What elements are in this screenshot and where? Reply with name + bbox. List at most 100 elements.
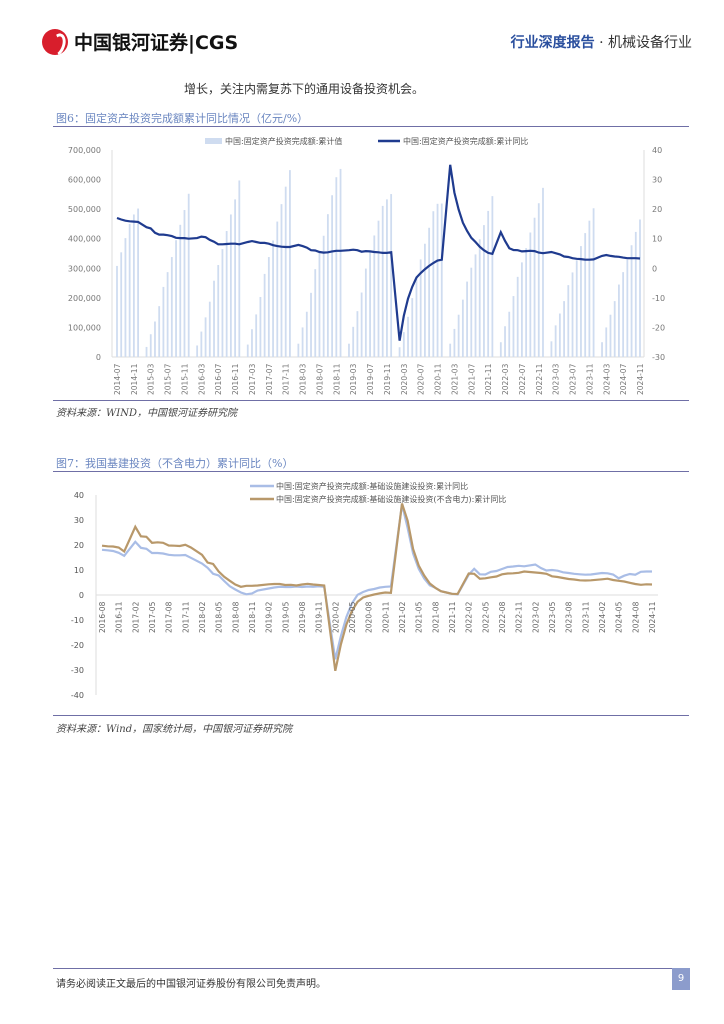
x-tick-label: 2015-07 (164, 363, 173, 395)
y-left-tick-label: 0 (96, 353, 101, 362)
figure7-chart: 40 30 20 10 0 -10 -20 -30 -40 2016-08 2016-11 2017-… (71, 481, 658, 700)
bar-cumulative (284, 186, 287, 357)
x-tick-label: 2018-11 (248, 601, 257, 633)
figure7-source: 资料来源：Wind，国家统计局，中国银河证券研究院 (56, 724, 293, 735)
bar-cumulative (213, 280, 215, 357)
bar-cumulative (592, 208, 595, 357)
x-tick-label: 2024-11 (648, 601, 657, 633)
line-infra (101, 504, 652, 660)
bar-cumulative (440, 203, 443, 357)
bar-cumulative (390, 194, 393, 357)
bar-cumulative (550, 341, 553, 357)
bar-cumulative (318, 252, 321, 357)
x-tick-label: 2022-03 (501, 363, 510, 395)
x-tick-label: 2023-05 (548, 601, 557, 633)
x-tick-label: 2020-11 (434, 363, 443, 395)
bar-cumulative (289, 170, 291, 357)
x-tick-label: 2023-11 (581, 601, 590, 633)
bar-cumulative (352, 326, 355, 357)
report-type: 行业深度报告 (510, 35, 595, 51)
y-right-tick-label: -10 (652, 294, 665, 303)
y-right-tick-label: 20 (652, 205, 662, 214)
y-left-tick-label: 600,000 (68, 176, 101, 185)
x-tick-label: 2019-05 (281, 601, 290, 633)
bar-cumulative (132, 214, 135, 357)
y-right-tick-label: 40 (652, 146, 662, 155)
bar-cumulative (280, 204, 283, 357)
x-tick-label: 2018-11 (332, 363, 341, 395)
figure7-top-rule (53, 471, 689, 472)
x-tick-label: 2019-02 (265, 601, 274, 633)
logo-text: 中国银河证券|CGS (74, 32, 239, 54)
bar-cumulative (571, 272, 574, 357)
bar-cumulative (630, 245, 633, 357)
bar-cumulative (529, 232, 532, 357)
header-separator: · (594, 35, 608, 51)
bar-cumulative (609, 314, 612, 357)
line-infra-ex-power (101, 503, 653, 672)
bar-cumulative (449, 343, 452, 357)
x-tick-label: 2020-11 (381, 601, 390, 633)
legend-swatch-cumulative (205, 138, 222, 144)
x-tick-label: 2016-08 (98, 601, 107, 633)
bar-cumulative (461, 299, 464, 357)
bar-cumulative (310, 292, 312, 357)
figure6-source: 资料来源：WIND，中国银河证券研究院 (56, 408, 237, 419)
legend-label-yoy: 中国:固定资产投资完成额:累计同比 (403, 136, 528, 146)
bar-cumulative (305, 311, 308, 357)
bar-cumulative (634, 231, 637, 357)
x-tick-label: 2024-07 (619, 363, 628, 395)
x-tick-label: 2014-11 (130, 363, 139, 395)
line-yoy (116, 164, 641, 341)
bar-cumulative (326, 214, 329, 357)
bar-cumulative (272, 240, 274, 357)
cgs-logo-icon (42, 28, 68, 55)
x-tick-label: 2024-03 (602, 363, 611, 395)
bar-cumulative (537, 203, 540, 357)
x-tick-label: 2020-02 (331, 601, 340, 633)
bar-cumulative (369, 252, 371, 357)
bar-cumulative (187, 193, 190, 357)
x-tick-label: 2017-02 (131, 601, 140, 633)
bar-cumulative (314, 269, 317, 357)
y-right-tick-label: 30 (652, 176, 662, 185)
bar-cumulative (373, 235, 376, 357)
bar-cumulative (411, 298, 414, 357)
x-tick-label: 2023-08 (565, 601, 574, 633)
footer-rule (53, 968, 689, 969)
bar-cumulative (474, 254, 477, 357)
bar-cumulative (267, 257, 270, 357)
x-tick-label: 2019-08 (298, 601, 307, 633)
y-tick-label: -30 (71, 666, 84, 675)
bar-cumulative (512, 296, 515, 357)
y-tick-label: -10 (71, 616, 84, 625)
bar-cumulative (179, 224, 182, 357)
x-tick-label: 2018-02 (198, 601, 207, 633)
y-tick-label: 10 (74, 566, 84, 575)
x-tick-label: 2021-07 (467, 363, 476, 395)
y-left-tick-label: 300,000 (68, 264, 101, 273)
page-number: 9 (672, 968, 690, 990)
bar-cumulative (508, 311, 511, 357)
bar-cumulative (120, 252, 123, 357)
bar-cumulative (605, 327, 608, 357)
x-tick-label: 2023-11 (585, 363, 594, 395)
y-left-tick-label: 100,000 (68, 323, 101, 332)
report-header: 行业深度报告 · 机械设备行业 (511, 32, 692, 52)
bar-cumulative (149, 334, 152, 357)
x-tick-label: 2021-05 (415, 601, 424, 633)
figure6-title: 图6：固定资产投资完成额累计同比情况（亿元/%） (56, 112, 309, 125)
figure7-title: 图7：我国基建投资（不含电力）累计同比（%） (56, 457, 294, 470)
bar-cumulative (234, 199, 236, 357)
bar-cumulative (221, 249, 224, 357)
x-tick-label: 2021-11 (484, 363, 493, 395)
x-tick-label: 2022-08 (498, 601, 507, 633)
bar-cumulative (386, 199, 388, 357)
x-tick-label: 2022-11 (515, 601, 524, 633)
bar-cumulative (457, 314, 460, 357)
y-left-tick-label: 500,000 (68, 205, 101, 214)
bar-cumulative (204, 317, 207, 357)
x-tick-label: 2017-11 (282, 363, 291, 395)
bar-cumulative (360, 292, 363, 357)
x-tick-label: 2023-02 (531, 601, 540, 633)
